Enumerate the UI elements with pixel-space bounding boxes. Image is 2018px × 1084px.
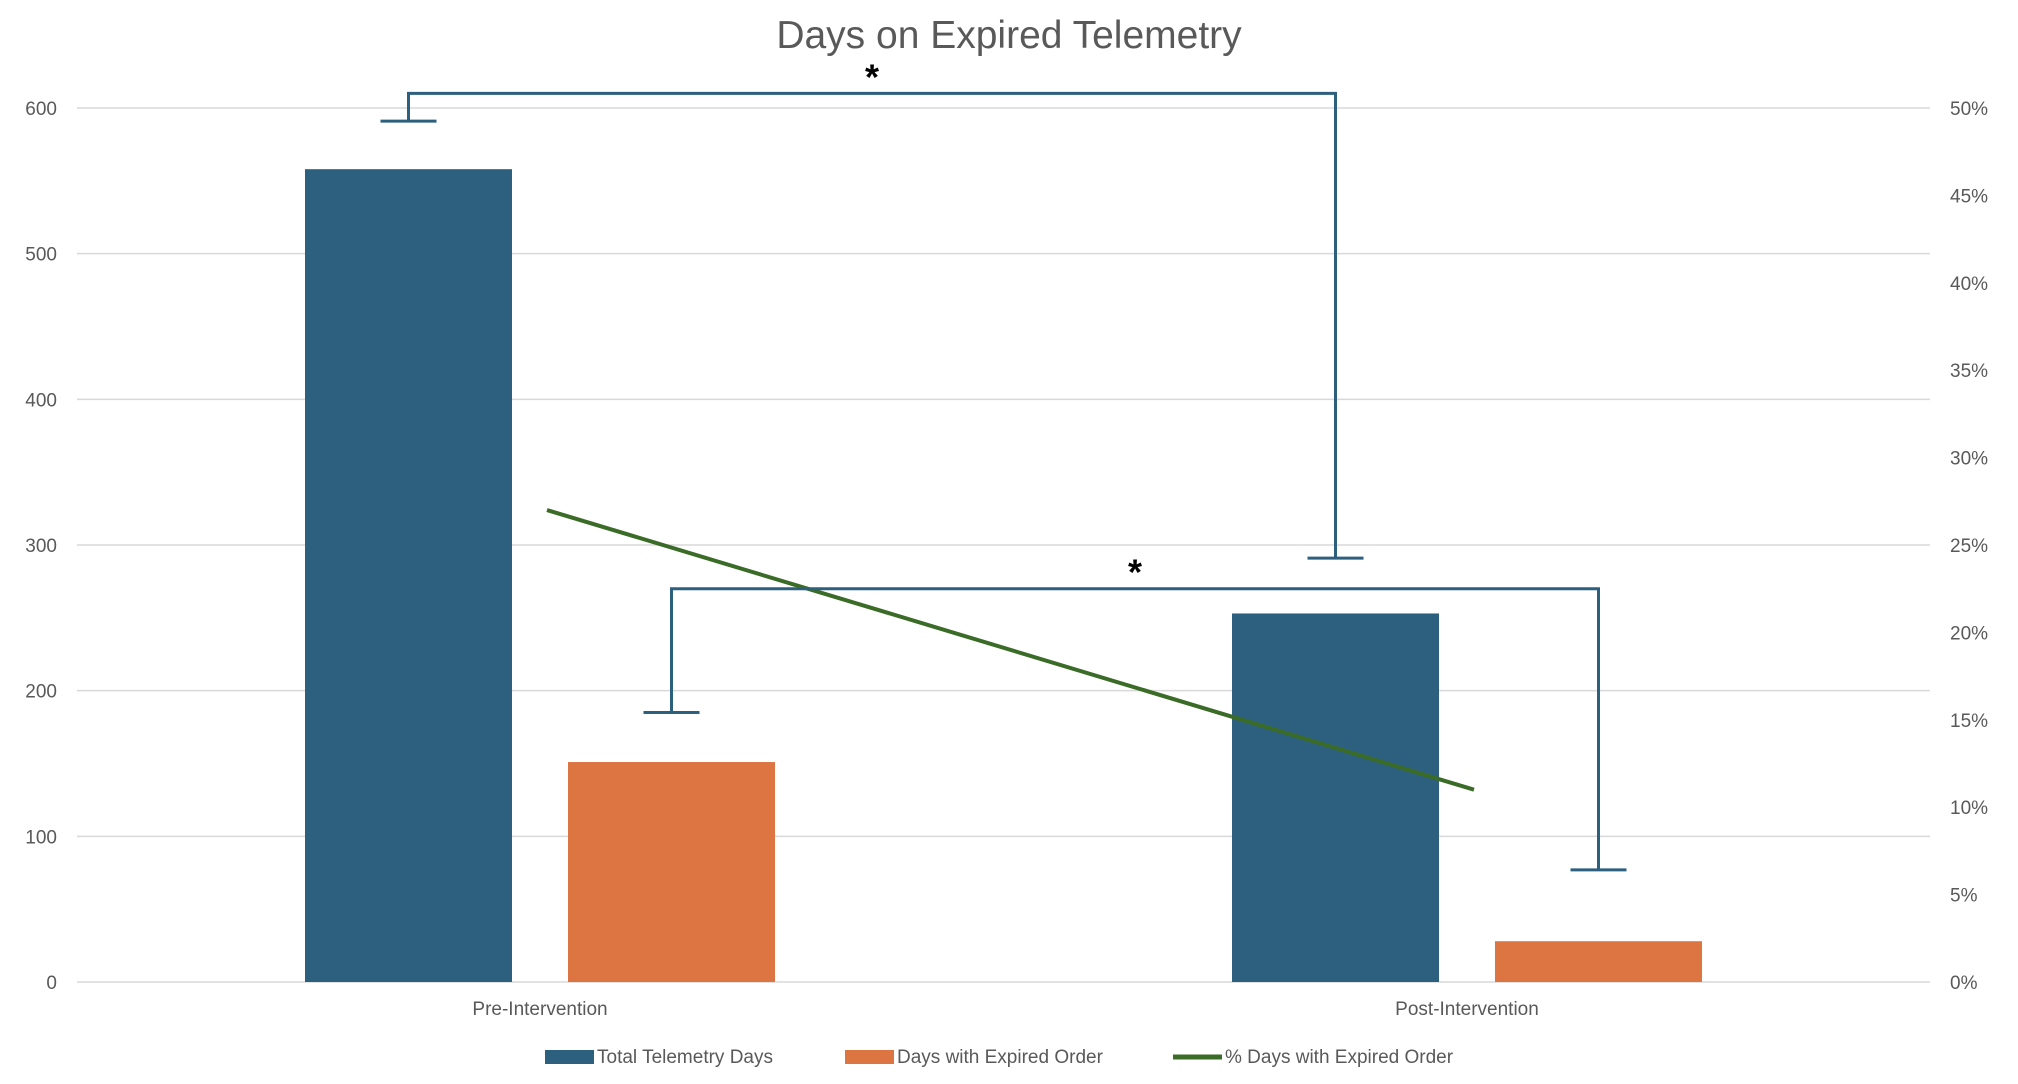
- lines: [546, 508, 1475, 792]
- category-axis: Pre-Intervention Post-Intervention: [472, 999, 1538, 1020]
- left-tick-label: 0: [46, 973, 57, 994]
- left-tick-label: 100: [25, 827, 57, 848]
- right-axis: 0% 5% 10% 15% 20% 25% 30% 35% 40% 45% 50%: [1950, 99, 1988, 994]
- right-tick-label: 15%: [1950, 711, 1988, 732]
- significance-bracket: [670, 587, 1600, 870]
- category-label: Post-Intervention: [1395, 999, 1539, 1020]
- right-tick-label: 0%: [1950, 973, 1978, 994]
- right-tick-label: 30%: [1950, 449, 1988, 470]
- bars: [305, 169, 1702, 982]
- significance-brackets: **: [380, 56, 1627, 872]
- right-tick-label: 50%: [1950, 99, 1988, 120]
- right-tick-label: 25%: [1950, 536, 1988, 557]
- right-tick-label: 40%: [1950, 274, 1988, 295]
- left-tick-label: 600: [25, 99, 57, 120]
- legend-swatch: [845, 1050, 894, 1064]
- total-telemetry-days-bar: [1232, 613, 1439, 982]
- right-tick-label: 20%: [1950, 623, 1988, 644]
- legend-label: % Days with Expired Order: [1225, 1047, 1454, 1068]
- right-tick-label: 35%: [1950, 361, 1988, 382]
- category-label: Pre-Intervention: [472, 999, 607, 1020]
- chart-title: Days on Expired Telemetry: [776, 14, 1242, 57]
- days-with-expired-order-bar: [568, 762, 775, 982]
- days-with-expired-order-bar: [1495, 941, 1702, 982]
- significance-bracket: [407, 91, 1337, 559]
- left-tick-label: 300: [25, 536, 57, 557]
- legend-label: Total Telemetry Days: [597, 1047, 773, 1068]
- right-tick-label: 5%: [1950, 886, 1978, 907]
- right-tick-label: 45%: [1950, 186, 1988, 207]
- legend-swatch: [545, 1050, 594, 1064]
- pct-expired-order-line: [546, 508, 1475, 792]
- significance-star: *: [865, 56, 879, 97]
- legend-label: Days with Expired Order: [897, 1047, 1104, 1068]
- left-tick-label: 200: [25, 682, 57, 703]
- left-tick-label: 400: [25, 390, 57, 411]
- significance-star: *: [1128, 552, 1142, 593]
- left-tick-label: 500: [25, 245, 57, 266]
- right-tick-label: 10%: [1950, 798, 1988, 819]
- left-axis: 0 100 200 300 400 500 600: [25, 99, 57, 994]
- legend: Total Telemetry Days Days with Expired Or…: [545, 1047, 1454, 1068]
- total-telemetry-days-bar: [305, 169, 512, 982]
